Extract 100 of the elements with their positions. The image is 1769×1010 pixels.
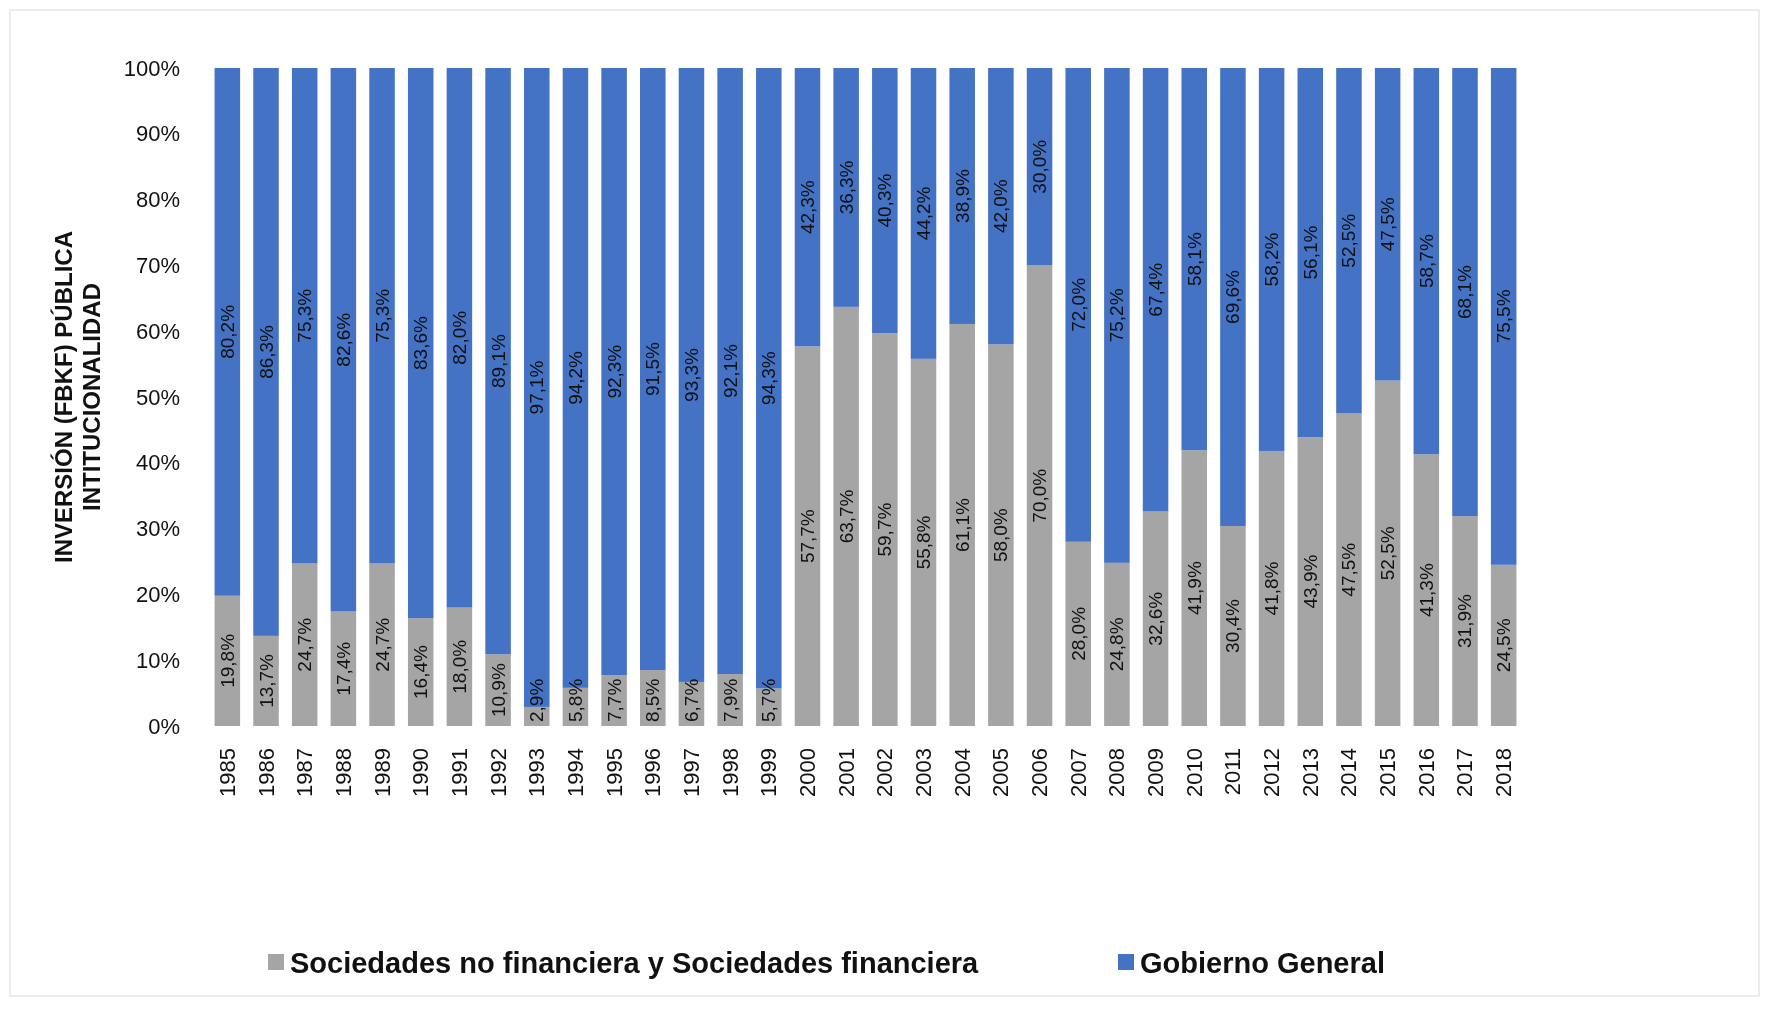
data-label: 80,2% [216, 304, 238, 359]
bar [291, 563, 318, 726]
data-label: 5,7% [758, 678, 780, 722]
x-tick-label: 1991 [446, 748, 472, 797]
bar [1452, 68, 1478, 517]
x-tick-label: 2009 [1143, 748, 1169, 797]
data-label: 82,6% [332, 312, 354, 367]
data-label: 17,4% [332, 641, 354, 696]
x-tick-label: 2008 [1104, 748, 1130, 797]
x-tick-label: 2011 [1220, 748, 1246, 796]
x-tick-label: 2005 [988, 748, 1014, 797]
data-label: 70,0% [1029, 468, 1051, 523]
x-tick-label: 2013 [1297, 748, 1323, 797]
data-label: 89,1% [487, 334, 509, 389]
bar [1490, 68, 1517, 565]
bar [833, 68, 859, 307]
data-label: 2,9% [526, 678, 548, 722]
data-label: 28,0% [1067, 606, 1089, 661]
data-label: 7,9% [719, 678, 741, 722]
data-label: 92,3% [603, 344, 625, 399]
x-tick-label: 2012 [1259, 748, 1285, 797]
data-label: 41,3% [1415, 563, 1437, 618]
bar [1374, 380, 1401, 726]
data-label: 72,0% [1067, 277, 1089, 332]
data-label: 30,4% [1222, 598, 1244, 653]
bar [214, 68, 241, 596]
bar [949, 323, 975, 726]
y-axis-title: INVERSIÓN (FBKF) PÚBLICA INTITUCIONALIDAD [50, 231, 105, 563]
bar [1220, 68, 1246, 526]
bar [1142, 511, 1169, 726]
data-label: 58,7% [1415, 234, 1437, 289]
data-label: 44,2% [913, 186, 935, 241]
x-tick-label: 1986 [253, 748, 279, 797]
data-label: 30,0% [1029, 139, 1051, 194]
data-label: 24,8% [1106, 617, 1128, 672]
bar [1297, 68, 1324, 438]
bar [291, 68, 318, 564]
data-label: 24,7% [294, 617, 316, 672]
data-label: 42,3% [796, 180, 818, 235]
data-label: 41,9% [1183, 561, 1205, 616]
bar [1336, 68, 1362, 414]
data-label: 63,7% [835, 489, 857, 544]
bar [1104, 68, 1130, 563]
data-label: 52,5% [1338, 213, 1360, 268]
data-label: 5,8% [564, 678, 586, 722]
bar [988, 68, 1014, 345]
bar [1220, 525, 1246, 726]
data-label: 75,3% [371, 288, 393, 343]
bar [1181, 450, 1208, 726]
bar [872, 68, 898, 334]
data-label: 82,0% [448, 310, 470, 365]
data-label: 7,7% [603, 678, 625, 722]
data-label: 36,3% [835, 160, 857, 215]
data-label: 18,0% [448, 639, 470, 694]
x-tick-label: 1987 [292, 748, 318, 797]
bar [949, 68, 975, 324]
bar [1374, 68, 1401, 381]
bar [910, 68, 937, 359]
y-tick-label: 50% [135, 384, 180, 410]
bar [1026, 265, 1053, 726]
x-tick-label: 1990 [408, 748, 434, 797]
y-tick-label: 10% [135, 647, 180, 673]
data-label: 8,5% [642, 678, 664, 722]
data-label: 83,6% [410, 316, 432, 370]
data-label: 75,2% [1106, 288, 1128, 343]
data-label: 92,1% [719, 343, 741, 398]
data-label: 61,1% [951, 497, 973, 552]
bar [1297, 437, 1324, 726]
x-tick-label: 1989 [369, 748, 395, 797]
bar [1258, 450, 1285, 726]
bar [640, 68, 666, 671]
data-label: 94,3% [758, 351, 780, 406]
x-tick-label: 2006 [1027, 748, 1053, 797]
data-label: 56,1% [1299, 225, 1321, 280]
x-tick-label: 2007 [1065, 748, 1091, 797]
data-label: 57,7% [796, 509, 818, 564]
bar [369, 68, 395, 564]
data-label: 75,5% [1493, 289, 1515, 344]
x-tick-label: 1995 [601, 748, 627, 797]
bar [1026, 68, 1053, 266]
data-label: 47,5% [1377, 197, 1399, 252]
x-tick-label: 2010 [1181, 748, 1207, 797]
x-tick-label: 1993 [524, 748, 550, 797]
x-tick-label: 1999 [756, 748, 782, 797]
data-label: 38,9% [951, 168, 973, 223]
data-label: 52,5% [1377, 526, 1399, 581]
data-label: 16,4% [410, 645, 432, 699]
bar [794, 346, 821, 726]
data-label: 40,3% [874, 173, 896, 228]
bar [407, 68, 434, 619]
bar [1181, 68, 1208, 451]
bar [485, 68, 511, 655]
data-label: 93,3% [680, 347, 702, 402]
data-label: 19,8% [216, 633, 238, 688]
x-tick-label: 1985 [214, 748, 240, 797]
data-label: 58,1% [1183, 232, 1205, 287]
y-tick-label: 20% [135, 581, 180, 607]
data-label: 6,7% [680, 678, 702, 722]
data-label: 32,6% [1145, 591, 1167, 646]
x-tick-label: 1998 [717, 748, 743, 797]
